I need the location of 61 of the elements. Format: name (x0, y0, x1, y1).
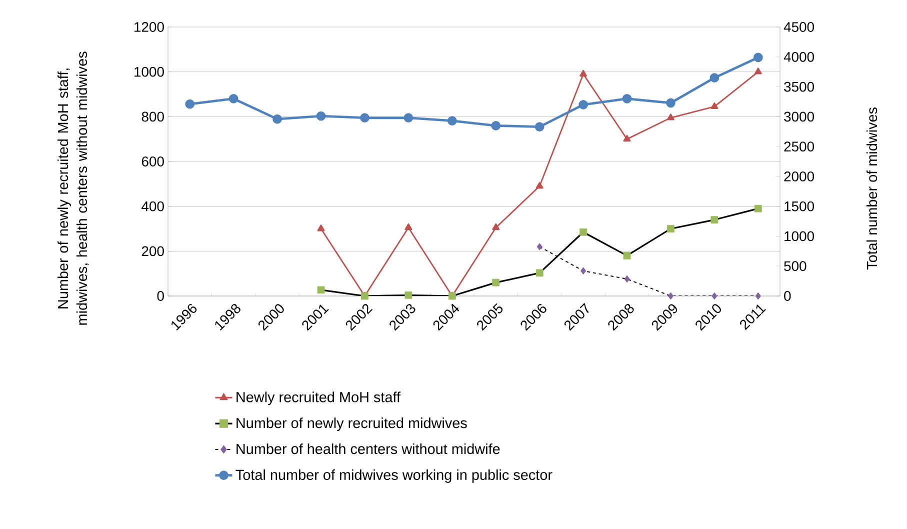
point (754, 68, 762, 74)
point (228, 94, 238, 104)
legend-label: Total number of midwives working in public sector (236, 469, 552, 483)
point (536, 182, 544, 189)
legend-label: Newly recruited MoH staff (236, 392, 401, 406)
point (317, 224, 325, 232)
point (534, 122, 544, 132)
point (712, 292, 718, 300)
point (536, 269, 544, 277)
y2-tick-label: 1000 (784, 231, 814, 242)
legend-label: Number of newly recruited midwives (236, 418, 467, 432)
point (710, 102, 718, 110)
y-tick-label: 600 (142, 156, 164, 166)
point (623, 252, 631, 260)
y-tick-label: 800 (142, 112, 164, 122)
point (622, 94, 632, 104)
y2-tick-label: 1500 (784, 201, 814, 212)
y-tick-label: 200 (142, 246, 164, 256)
point (580, 70, 588, 77)
point (492, 223, 500, 230)
y2-tick-label: 2000 (784, 172, 814, 182)
y2-tick-label: 3500 (784, 82, 814, 92)
point (624, 275, 630, 283)
y-tick-label: 1000 (134, 66, 164, 77)
legend-label: Number of health centers without midwife (236, 443, 500, 454)
point (667, 225, 674, 232)
point (668, 292, 674, 300)
point (623, 134, 631, 142)
y2-axis-title: Total number of midwives (866, 107, 878, 270)
y2-tick-label: 0 (784, 291, 791, 301)
y2-tick-label: 3000 (784, 112, 814, 122)
point (753, 52, 763, 62)
point (667, 114, 674, 120)
point (710, 73, 720, 82)
point (404, 223, 412, 230)
point (580, 267, 586, 275)
y2-tick-label: 4500 (784, 22, 814, 32)
y2-tick-label: 500 (784, 261, 806, 272)
y2-tick-label: 4000 (784, 52, 814, 62)
point (447, 116, 457, 126)
point (272, 114, 282, 124)
y-tick-label: 400 (142, 201, 164, 212)
point (578, 100, 588, 110)
point (404, 113, 414, 123)
point (755, 292, 761, 300)
point (316, 111, 326, 121)
point (317, 286, 325, 294)
point (754, 204, 762, 212)
point (580, 228, 587, 236)
y-tick-label: 0 (157, 291, 164, 301)
point (185, 99, 195, 109)
point (492, 278, 500, 286)
point (666, 98, 676, 108)
point (360, 113, 370, 123)
y2-tick-label: 2500 (784, 142, 814, 152)
point (710, 216, 718, 224)
y-axis-title: Number of newly recruited MoH staff, midwives, health centers without midwives (58, 52, 89, 325)
point (404, 291, 412, 299)
point (536, 243, 542, 250)
point (491, 120, 501, 130)
y-tick-label: 1200 (134, 22, 164, 32)
